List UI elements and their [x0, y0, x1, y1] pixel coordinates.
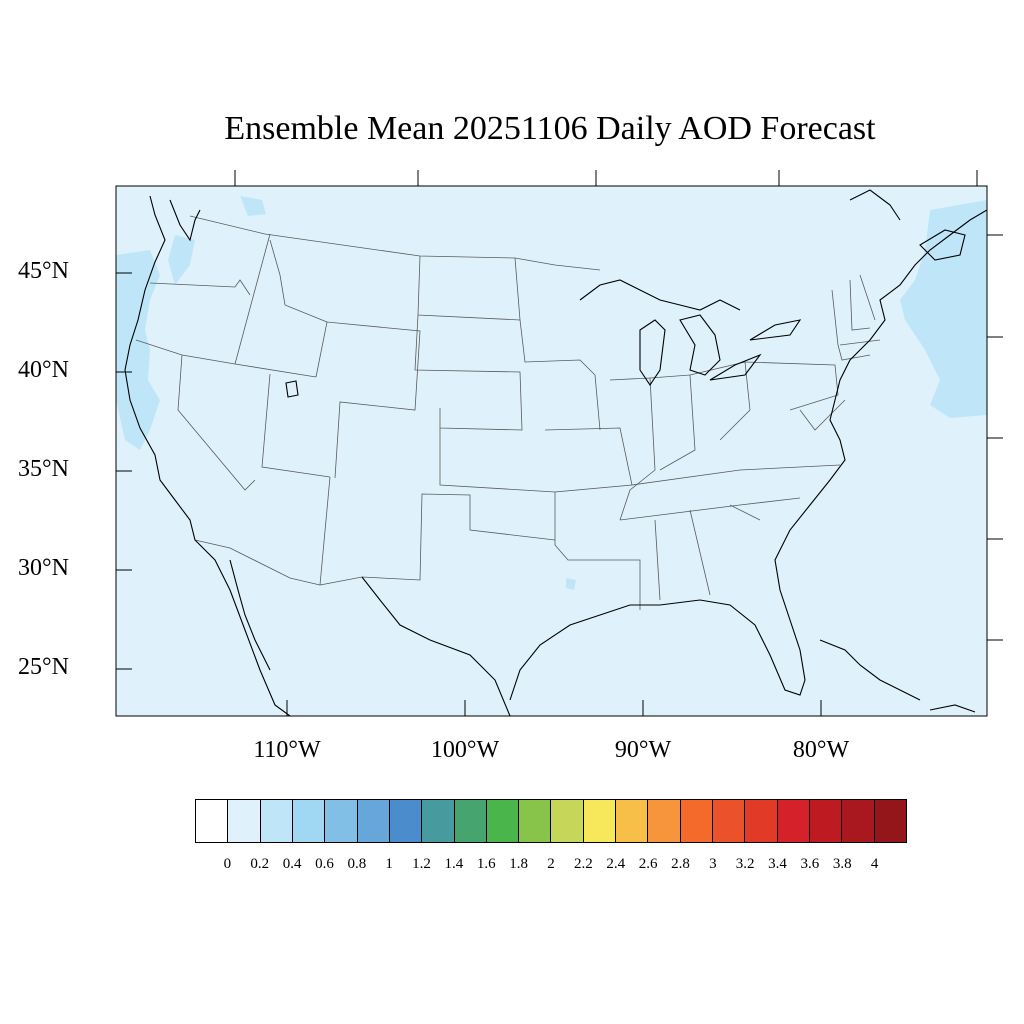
- colorbar-box: [551, 800, 584, 842]
- lat-label-30n: 30°N: [18, 555, 69, 581]
- colorbar-box: [357, 800, 390, 842]
- colorbar-box: [809, 800, 843, 842]
- colorbar-label: 3.2: [735, 856, 755, 872]
- colorbar-box: [616, 800, 649, 842]
- lat-label-45n: 45°N: [18, 258, 69, 284]
- colorbar-label: 3.4: [768, 856, 787, 872]
- lon-label-100w: 100°W: [430, 737, 500, 763]
- lat-label-25n: 25°N: [18, 654, 69, 680]
- colorbar-label: 0: [223, 856, 232, 872]
- colorbar-label: 3.6: [800, 856, 820, 872]
- aod-high-patches: [116, 196, 987, 590]
- colorbar-box: [519, 800, 552, 842]
- colorbar-label: 0.4: [282, 856, 302, 872]
- lon-label-80w: 80°W: [792, 737, 850, 763]
- lon-label-110w: 110°W: [253, 737, 321, 763]
- colorbar-label: 1.8: [509, 856, 528, 872]
- colorbar-box: [196, 800, 229, 842]
- colorbar-box: [389, 800, 423, 842]
- map-background: [115, 185, 988, 717]
- colorbar-box: [454, 800, 487, 842]
- lat-label-40n: 40°N: [18, 357, 69, 383]
- colorbar-box: [842, 800, 875, 842]
- colorbar-label: 0.8: [347, 856, 367, 872]
- coastline: [124, 189, 987, 716]
- colorbar-box: [874, 800, 906, 842]
- colorbar-label: 3: [709, 856, 717, 872]
- colorbar-label: 0.6: [315, 856, 334, 872]
- colorbar-box: [260, 800, 293, 842]
- colorbar-box: [680, 800, 713, 842]
- colorbar-box: [486, 800, 520, 842]
- colorbar-label: 2.2: [573, 856, 593, 872]
- colorbar-label: 2: [547, 856, 555, 872]
- colorbar-box: [422, 800, 455, 842]
- colorbar-box: [648, 800, 681, 842]
- colorbar-box: [713, 800, 746, 842]
- lat-label-35n: 35°N: [18, 456, 69, 482]
- colorbar-label: 2.4: [606, 856, 626, 872]
- map-title: Ensemble Mean 20251106 Daily AOD Forecas…: [224, 110, 876, 147]
- colorbar-box: [745, 800, 778, 842]
- colorbar-label: 1: [385, 856, 393, 872]
- colorbar: [195, 799, 907, 843]
- colorbar-box: [777, 800, 810, 842]
- lon-label-90w: 90°W: [614, 737, 672, 763]
- colorbar-label: 3.8: [832, 856, 852, 872]
- colorbar-label: 0.2: [250, 856, 270, 872]
- colorbar-box: [228, 800, 261, 842]
- colorbar-label: 2.6: [638, 856, 658, 872]
- colorbar-label: 4: [870, 856, 879, 872]
- state-borders: [135, 215, 881, 610]
- colorbar-label: 2.8: [671, 856, 690, 872]
- colorbar-label: 1.2: [412, 856, 431, 872]
- colorbar-box: [292, 800, 326, 842]
- colorbar-box: [325, 800, 358, 842]
- colorbar-box: [583, 800, 617, 842]
- axis-ticks: [116, 170, 1003, 716]
- colorbar-label: 1.6: [476, 856, 496, 872]
- colorbar-label: 1.4: [444, 856, 464, 872]
